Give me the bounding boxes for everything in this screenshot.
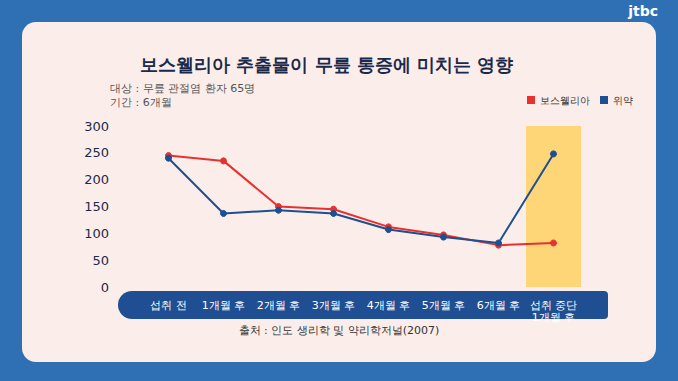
svg-text:50: 50 [92, 253, 109, 268]
svg-text:250: 250 [84, 145, 109, 160]
svg-text:2개월 후: 2개월 후 [257, 299, 301, 312]
svg-text:150: 150 [84, 199, 109, 214]
svg-text:기간 : 6개월: 기간 : 6개월 [110, 96, 172, 109]
svg-text:보스웰리아: 보스웰리아 [540, 95, 590, 106]
svg-text:위약: 위약 [613, 95, 633, 106]
svg-text:jtbc: jtbc [627, 3, 658, 19]
svg-text:6개월 후: 6개월 후 [477, 299, 521, 312]
svg-text:5개월 후: 5개월 후 [422, 299, 466, 312]
svg-text:100: 100 [84, 226, 109, 241]
svg-text:300: 300 [84, 119, 109, 134]
svg-text:0: 0 [101, 280, 109, 295]
svg-text:섭취 전: 섭취 전 [150, 299, 187, 312]
svg-text:대상 : 무릎 관절염 환자 65명: 대상 : 무릎 관절염 환자 65명 [110, 82, 255, 95]
svg-text:1개월 후: 1개월 후 [532, 311, 576, 324]
svg-text:섭취 중단: 섭취 중단 [529, 298, 578, 312]
svg-text:출처 : 인도 생리학 및 약리학저널(2007): 출처 : 인도 생리학 및 약리학저널(2007) [239, 324, 440, 337]
svg-text:3개월 후: 3개월 후 [312, 299, 356, 312]
svg-text:200: 200 [84, 172, 109, 187]
svg-text:4개월 후: 4개월 후 [367, 299, 411, 312]
svg-text:보스웰리아 추출물이 무릎 통증에 미치는 영향: 보스웰리아 추출물이 무릎 통증에 미치는 영향 [140, 54, 513, 75]
svg-text:1개월 후: 1개월 후 [202, 299, 246, 312]
